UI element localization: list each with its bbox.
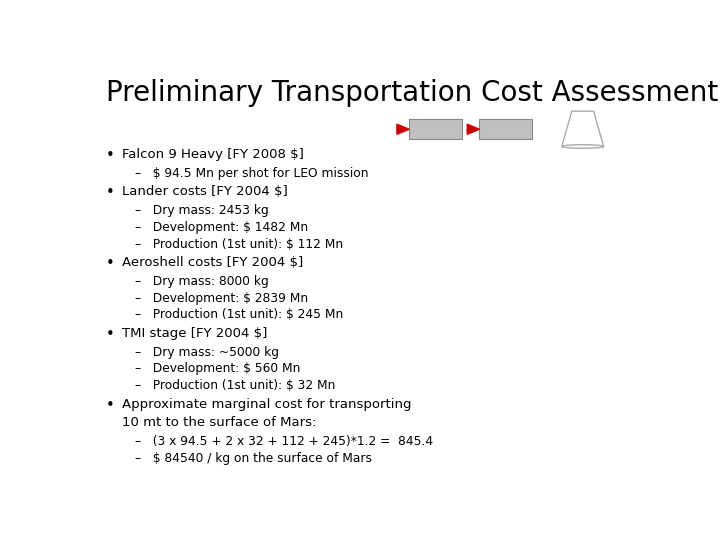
Bar [480,119,533,139]
Text: Aeroshell costs [FY 2004 $]: Aeroshell costs [FY 2004 $] [122,256,304,269]
Text: –   Dry mass: ~5000 kg: – Dry mass: ~5000 kg [135,346,279,359]
Text: TMI stage [FY 2004 $]: TMI stage [FY 2004 $] [122,327,268,340]
Bar [409,119,462,139]
Text: –   $ 84540 / kg on the surface of Mars: – $ 84540 / kg on the surface of Mars [135,452,372,465]
Text: •: • [106,327,114,342]
Polygon shape [562,111,603,146]
Text: •: • [106,398,114,413]
Text: •: • [106,256,114,271]
Text: –   Production (1st unit): $ 112 Mn: – Production (1st unit): $ 112 Mn [135,238,343,251]
Text: –   Development: $ 560 Mn: – Development: $ 560 Mn [135,362,300,375]
Ellipse shape [562,145,603,148]
Text: 10 mt to the surface of Mars:: 10 mt to the surface of Mars: [122,416,317,429]
Text: –   $ 94.5 Mn per shot for LEO mission: – $ 94.5 Mn per shot for LEO mission [135,167,368,180]
Text: –   (3 x 94.5 + 2 x 32 + 112 + 245)*1.2 =  845.4: – (3 x 94.5 + 2 x 32 + 112 + 245)*1.2 = … [135,435,433,448]
Text: Lander costs [FY 2004 $]: Lander costs [FY 2004 $] [122,185,288,198]
Text: –   Development: $ 2839 Mn: – Development: $ 2839 Mn [135,292,307,305]
Text: •: • [106,185,114,200]
Text: •: • [106,148,114,163]
Polygon shape [467,124,480,134]
Text: Approximate marginal cost for transporting: Approximate marginal cost for transporti… [122,398,412,411]
Polygon shape [397,124,409,134]
Text: Preliminary Transportation Cost Assessment: Preliminary Transportation Cost Assessme… [106,79,718,107]
Text: –   Development: $ 1482 Mn: – Development: $ 1482 Mn [135,221,307,234]
Text: –   Dry mass: 2453 kg: – Dry mass: 2453 kg [135,204,269,217]
Text: –   Production (1st unit): $ 245 Mn: – Production (1st unit): $ 245 Mn [135,308,343,321]
Text: –   Dry mass: 8000 kg: – Dry mass: 8000 kg [135,275,269,288]
Text: –   Production (1st unit): $ 32 Mn: – Production (1st unit): $ 32 Mn [135,379,335,392]
Text: Falcon 9 Heavy [FY 2008 $]: Falcon 9 Heavy [FY 2008 $] [122,148,305,161]
